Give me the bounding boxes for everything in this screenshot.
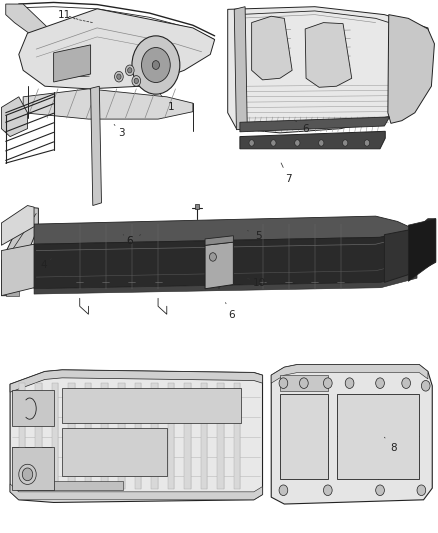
Polygon shape — [271, 365, 432, 504]
Polygon shape — [34, 272, 417, 294]
Polygon shape — [280, 394, 328, 479]
Polygon shape — [280, 375, 328, 391]
Polygon shape — [388, 14, 434, 123]
Circle shape — [376, 485, 385, 496]
Polygon shape — [10, 370, 262, 392]
Circle shape — [343, 140, 348, 146]
Circle shape — [295, 140, 300, 146]
Circle shape — [132, 76, 141, 86]
Text: 3: 3 — [114, 124, 124, 138]
Polygon shape — [6, 4, 53, 38]
Polygon shape — [23, 89, 193, 119]
Polygon shape — [228, 7, 432, 133]
Polygon shape — [1, 359, 437, 531]
Text: 7: 7 — [281, 163, 292, 184]
Circle shape — [22, 468, 33, 481]
Polygon shape — [240, 131, 385, 149]
Polygon shape — [305, 22, 352, 87]
Polygon shape — [201, 383, 207, 489]
Polygon shape — [34, 216, 415, 244]
Circle shape — [249, 140, 254, 146]
Polygon shape — [12, 390, 53, 425]
Text: 11: 11 — [58, 10, 75, 20]
Text: 8: 8 — [385, 437, 397, 453]
Polygon shape — [52, 383, 58, 489]
Polygon shape — [6, 288, 19, 296]
Circle shape — [421, 381, 430, 391]
Polygon shape — [336, 394, 419, 479]
Polygon shape — [205, 242, 233, 289]
Polygon shape — [408, 219, 436, 281]
Polygon shape — [118, 383, 124, 489]
Text: 4: 4 — [41, 259, 51, 270]
Polygon shape — [1, 206, 437, 359]
Circle shape — [300, 378, 308, 389]
Polygon shape — [102, 383, 108, 489]
Polygon shape — [151, 383, 158, 489]
Polygon shape — [1, 97, 28, 136]
Circle shape — [364, 140, 370, 146]
Circle shape — [279, 378, 288, 389]
Circle shape — [323, 485, 332, 496]
Polygon shape — [252, 16, 292, 80]
Circle shape — [132, 36, 180, 94]
Polygon shape — [184, 383, 191, 489]
Text: 5: 5 — [247, 231, 261, 241]
Polygon shape — [35, 383, 42, 489]
Circle shape — [125, 65, 134, 76]
Circle shape — [141, 47, 170, 83]
Polygon shape — [62, 428, 167, 476]
Polygon shape — [62, 389, 241, 423]
Polygon shape — [168, 383, 174, 489]
Polygon shape — [19, 9, 215, 89]
Polygon shape — [10, 484, 262, 500]
Circle shape — [417, 485, 426, 496]
Polygon shape — [1, 244, 34, 296]
Circle shape — [323, 378, 332, 389]
Circle shape — [376, 378, 385, 389]
Circle shape — [134, 78, 138, 84]
Polygon shape — [234, 7, 247, 130]
Text: 9: 9 — [28, 411, 47, 423]
Circle shape — [152, 61, 159, 69]
Circle shape — [345, 378, 354, 389]
Polygon shape — [34, 229, 417, 289]
Circle shape — [115, 71, 123, 82]
Polygon shape — [385, 219, 436, 282]
Polygon shape — [19, 383, 25, 489]
Circle shape — [319, 140, 324, 146]
Circle shape — [402, 378, 410, 389]
Text: 6: 6 — [295, 121, 309, 134]
Text: 6: 6 — [226, 303, 234, 320]
Polygon shape — [68, 383, 75, 489]
Circle shape — [279, 485, 288, 496]
Polygon shape — [217, 383, 224, 489]
Text: 10: 10 — [247, 278, 265, 288]
Text: 1: 1 — [160, 94, 174, 112]
Polygon shape — [271, 365, 428, 383]
Polygon shape — [195, 204, 199, 209]
Polygon shape — [1, 207, 39, 296]
Circle shape — [117, 74, 121, 79]
Polygon shape — [53, 481, 123, 490]
Polygon shape — [85, 383, 92, 489]
Polygon shape — [240, 117, 390, 132]
Polygon shape — [234, 383, 240, 489]
Polygon shape — [12, 447, 53, 490]
Polygon shape — [219, 4, 437, 206]
Polygon shape — [53, 45, 91, 82]
Polygon shape — [1, 206, 34, 245]
Polygon shape — [1, 4, 210, 206]
Text: 6: 6 — [123, 235, 133, 246]
Polygon shape — [205, 236, 233, 245]
Polygon shape — [10, 370, 262, 503]
Text: 6: 6 — [127, 235, 141, 246]
Polygon shape — [134, 383, 141, 489]
Circle shape — [271, 140, 276, 146]
Polygon shape — [91, 86, 102, 206]
Circle shape — [127, 68, 132, 73]
Circle shape — [209, 253, 216, 261]
